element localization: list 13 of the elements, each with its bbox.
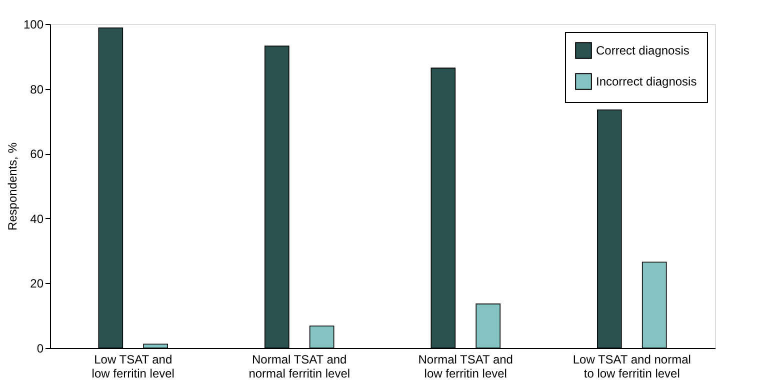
y-tick-label: 20: [30, 276, 44, 291]
y-tick-label: 100: [23, 18, 44, 32]
x-tick-label: Normal TSAT and low ferritin level: [418, 352, 513, 380]
y-tick-label: 60: [30, 147, 44, 162]
x-tick-label: Normal TSAT and normal ferritin level: [248, 352, 350, 380]
legend-label: Correct diagnosis: [596, 44, 690, 58]
x-tick-label: Low TSAT and normal to low ferritin level: [572, 352, 691, 380]
legend-label: Incorrect diagnosis: [596, 74, 697, 88]
y-tick-label: 80: [30, 82, 44, 96]
y-axis-title: Respondents, %: [5, 142, 20, 231]
x-tick-label: Low TSAT and low ferritin level: [92, 352, 174, 380]
y-tick-label: 0: [36, 342, 44, 356]
y-tick-label: 40: [30, 212, 44, 226]
